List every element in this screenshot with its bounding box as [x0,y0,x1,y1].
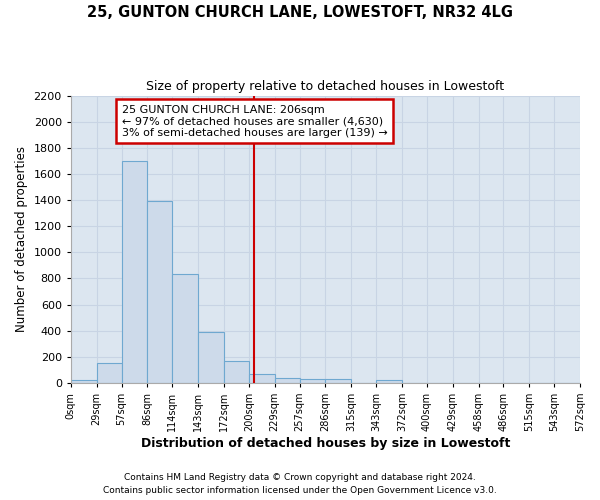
Bar [224,362,249,383]
Bar [325,379,351,383]
Bar [148,202,172,383]
Y-axis label: Number of detached properties: Number of detached properties [15,146,28,332]
Bar [122,161,148,383]
Bar [376,380,402,383]
Title: Size of property relative to detached houses in Lowestoft: Size of property relative to detached ho… [146,80,505,93]
Text: Contains HM Land Registry data © Crown copyright and database right 2024.
Contai: Contains HM Land Registry data © Crown c… [103,474,497,495]
Bar [299,379,325,383]
Bar [249,374,275,383]
Bar [172,274,198,383]
Bar [97,362,122,383]
Text: 25 GUNTON CHURCH LANE: 206sqm
← 97% of detached houses are smaller (4,630)
3% of: 25 GUNTON CHURCH LANE: 206sqm ← 97% of d… [122,104,388,138]
Bar [71,380,97,383]
Bar [275,378,299,383]
X-axis label: Distribution of detached houses by size in Lowestoft: Distribution of detached houses by size … [141,437,510,450]
Bar [198,332,224,383]
Text: 25, GUNTON CHURCH LANE, LOWESTOFT, NR32 4LG: 25, GUNTON CHURCH LANE, LOWESTOFT, NR32 … [87,5,513,20]
